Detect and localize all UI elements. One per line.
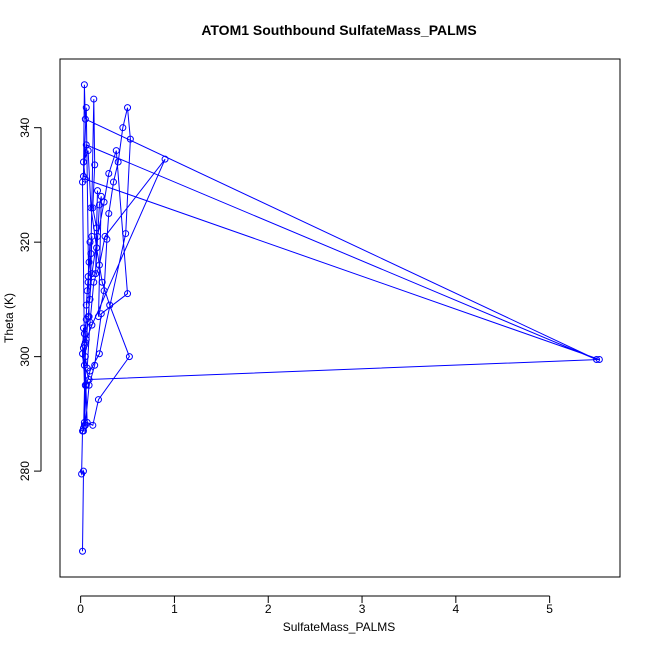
y-tick-label: 320 <box>18 232 32 252</box>
data-point <box>80 341 88 349</box>
data-point <box>89 421 97 429</box>
data-point <box>87 204 95 212</box>
data-point <box>90 95 98 103</box>
y-axis: 280 300 320 340 <box>18 117 42 481</box>
data-point <box>82 381 90 389</box>
data-point <box>88 321 96 329</box>
data-point <box>98 278 106 286</box>
data-point <box>122 230 130 238</box>
data-point <box>85 258 93 266</box>
x-tick-label: 4 <box>453 602 460 616</box>
data-point <box>595 355 603 363</box>
data-point <box>106 301 114 309</box>
x-axis: 0 1 2 3 4 5 <box>77 595 553 616</box>
x-tick-label: 3 <box>359 602 366 616</box>
data-point <box>79 172 87 180</box>
y-tick-label: 300 <box>18 346 32 366</box>
data-point <box>79 344 87 352</box>
data-point <box>90 278 98 286</box>
x-tick-label: 2 <box>265 602 272 616</box>
data-point <box>94 187 102 195</box>
data-point <box>93 224 101 232</box>
data-point <box>119 124 127 132</box>
series-line <box>81 84 600 552</box>
data-point <box>124 104 132 112</box>
data-point <box>85 313 93 321</box>
data-point <box>95 350 103 358</box>
data-point <box>91 361 99 369</box>
data-point <box>100 287 108 295</box>
y-tick-label: 280 <box>18 461 32 481</box>
data-point <box>95 261 103 269</box>
data-point <box>89 204 97 212</box>
data-point <box>161 155 169 163</box>
data-point <box>124 290 132 298</box>
data-point <box>82 301 90 309</box>
x-tick-label: 1 <box>171 602 178 616</box>
data-point <box>78 470 86 478</box>
data-point <box>85 376 93 384</box>
data-point <box>126 135 134 143</box>
data-point <box>94 232 102 240</box>
x-tick-label: 5 <box>546 602 553 616</box>
data-point <box>112 147 120 155</box>
data-point <box>109 178 117 186</box>
data-point <box>80 81 88 89</box>
plot-frame <box>59 58 621 578</box>
data-point <box>93 244 101 252</box>
data-point <box>79 547 87 555</box>
data-point <box>114 158 122 166</box>
y-tick-label: 340 <box>18 117 32 137</box>
data-point <box>83 287 91 295</box>
data-point <box>80 361 88 369</box>
data-point <box>94 396 102 404</box>
x-axis-label: SulfateMass_PALMS <box>283 620 396 634</box>
data-point <box>92 270 100 278</box>
y-axis-label: Theta (K) <box>2 293 16 343</box>
data-point <box>105 210 113 218</box>
x-tick-label: 0 <box>77 602 84 616</box>
data-point <box>97 192 105 200</box>
data-point <box>86 295 94 303</box>
data-point <box>79 158 87 166</box>
data-point <box>105 169 113 177</box>
data-point <box>82 141 90 149</box>
data-point <box>82 104 90 112</box>
data-point <box>125 353 133 361</box>
data-point <box>87 250 95 258</box>
data-point <box>97 310 105 318</box>
series-layer <box>78 81 603 555</box>
data-point <box>593 355 601 363</box>
data-point <box>91 161 99 169</box>
data-point <box>88 270 96 278</box>
data-point <box>81 115 89 123</box>
data-point <box>101 232 109 240</box>
data-point <box>83 418 91 426</box>
chart-title: ATOM1 Southbound SulfateMass_PALMS <box>201 22 476 38</box>
data-point <box>81 353 89 361</box>
data-point <box>100 198 108 206</box>
